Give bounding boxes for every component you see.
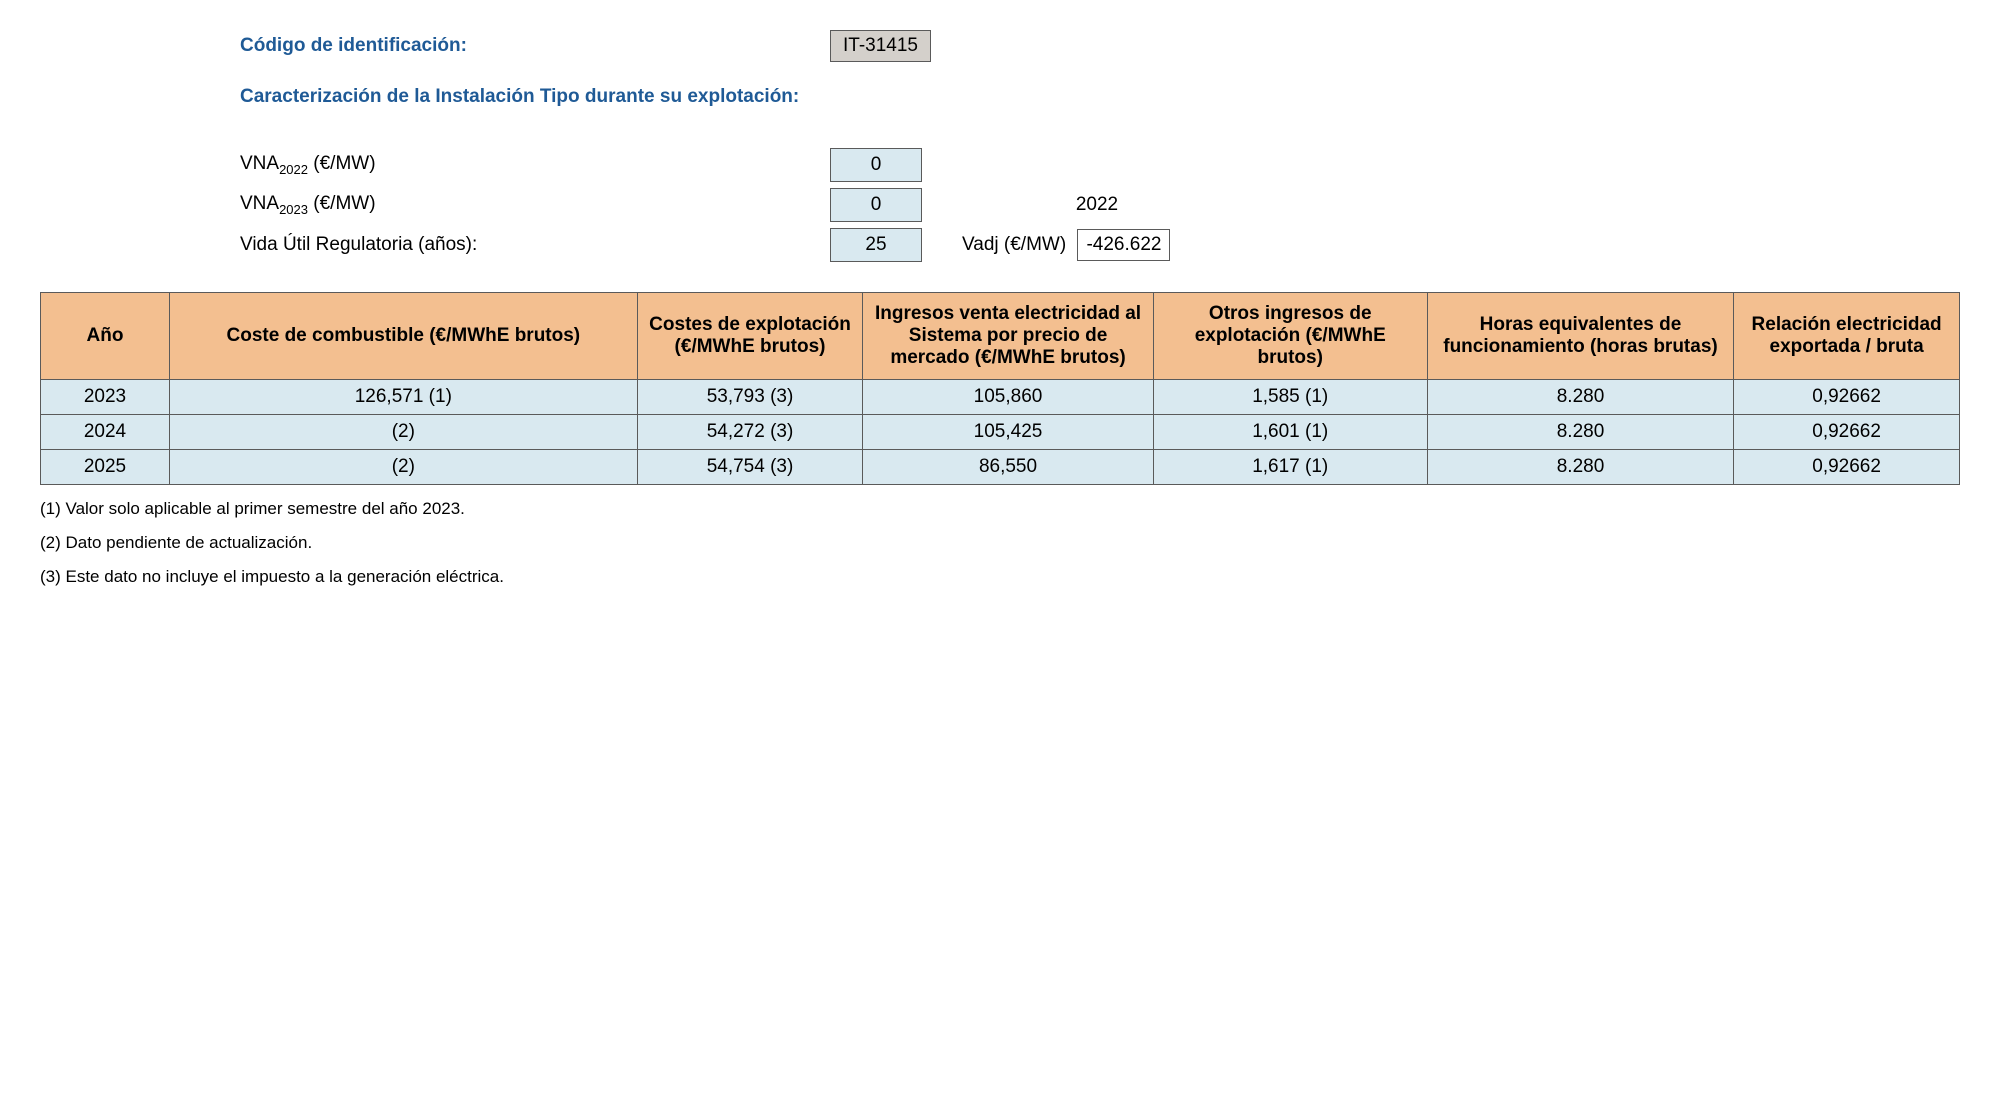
table-row: 2024(2)54,272 (3)105,4251,601 (1)8.2800,… bbox=[41, 415, 1960, 450]
cell-ratio: 0,92662 bbox=[1734, 450, 1960, 485]
cell-year: 2024 bbox=[41, 415, 170, 450]
header-fuel: Coste de combustible (€/MWhE brutos) bbox=[170, 293, 638, 380]
cell-other: 1,617 (1) bbox=[1153, 450, 1427, 485]
section-title: Caracterización de la Instalación Tipo d… bbox=[240, 86, 1960, 108]
cell-ratio: 0,92662 bbox=[1734, 415, 1960, 450]
table-row: 2023126,571 (1)53,793 (3)105,8601,585 (1… bbox=[41, 380, 1960, 415]
data-table: Año Coste de combustible (€/MWhE brutos)… bbox=[40, 292, 1960, 485]
footnote-2: (2) Dato pendiente de actualización. bbox=[40, 533, 1960, 553]
table-row: 2025(2)54,754 (3)86,5501,617 (1)8.2800,9… bbox=[41, 450, 1960, 485]
year-side-label: 2022 bbox=[1007, 194, 1187, 216]
cell-fuel: 126,571 (1) bbox=[170, 380, 638, 415]
cell-year: 2023 bbox=[41, 380, 170, 415]
vna2022-value: 0 bbox=[830, 148, 922, 182]
cell-other: 1,601 (1) bbox=[1153, 415, 1427, 450]
cell-income: 105,860 bbox=[863, 380, 1153, 415]
vna2023-value: 0 bbox=[830, 188, 922, 222]
header-other: Otros ingresos de explotación (€/MWhE br… bbox=[1153, 293, 1427, 380]
vna2022-label: VNA2022 (€/MW) bbox=[240, 153, 830, 177]
cell-exploit: 54,272 (3) bbox=[637, 415, 863, 450]
cell-hours: 8.280 bbox=[1427, 380, 1733, 415]
vadj-label: Vadj (€/MW) -426.622 bbox=[962, 229, 1170, 261]
cell-ratio: 0,92662 bbox=[1734, 380, 1960, 415]
header-income: Ingresos venta electricidad al Sistema p… bbox=[863, 293, 1153, 380]
code-value-box: IT-31415 bbox=[830, 30, 931, 62]
cell-exploit: 53,793 (3) bbox=[637, 380, 863, 415]
footnote-3: (3) Este dato no incluye el impuesto a l… bbox=[40, 567, 1960, 587]
cell-hours: 8.280 bbox=[1427, 415, 1733, 450]
life-value: 25 bbox=[830, 228, 922, 262]
footnotes: (1) Valor solo aplicable al primer semes… bbox=[40, 499, 1960, 587]
life-label: Vida Útil Regulatoria (años): bbox=[240, 234, 830, 256]
cell-year: 2025 bbox=[41, 450, 170, 485]
header-exploit: Costes de explotación (€/MWhE brutos) bbox=[637, 293, 863, 380]
cell-income: 86,550 bbox=[863, 450, 1153, 485]
footnote-1: (1) Valor solo aplicable al primer semes… bbox=[40, 499, 1960, 519]
vadj-value: -426.622 bbox=[1077, 229, 1170, 261]
cell-other: 1,585 (1) bbox=[1153, 380, 1427, 415]
vna2023-label: VNA2023 (€/MW) bbox=[240, 193, 830, 217]
header-hours: Horas equivalentes de funcionamiento (ho… bbox=[1427, 293, 1733, 380]
cell-income: 105,425 bbox=[863, 415, 1153, 450]
header-year: Año bbox=[41, 293, 170, 380]
cell-hours: 8.280 bbox=[1427, 450, 1733, 485]
cell-exploit: 54,754 (3) bbox=[637, 450, 863, 485]
cell-fuel: (2) bbox=[170, 450, 638, 485]
header-ratio: Relación electricidad exportada / bruta bbox=[1734, 293, 1960, 380]
code-label: Código de identificación: bbox=[240, 35, 830, 57]
cell-fuel: (2) bbox=[170, 415, 638, 450]
